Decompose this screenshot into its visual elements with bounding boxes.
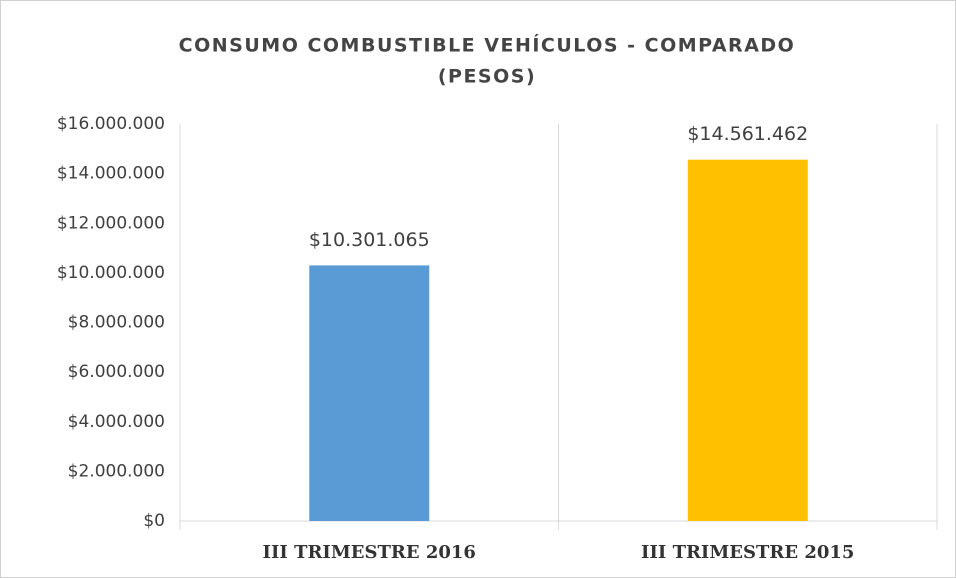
y-tick-label: $6.000.000 — [68, 362, 165, 382]
y-tick-label: $2.000.000 — [68, 461, 165, 481]
x-tick-label: III TRIMESTRE 2015 — [641, 542, 854, 563]
bar — [687, 159, 808, 521]
y-tick-label: $10.000.000 — [57, 263, 165, 283]
y-tick-label: $4.000.000 — [68, 412, 165, 432]
bar — [309, 265, 430, 521]
y-tick-label: $16.000.000 — [57, 114, 165, 134]
x-tick-label: III TRIMESTRE 2016 — [263, 542, 476, 563]
data-label: $14.561.462 — [687, 123, 808, 145]
data-label: $10.301.065 — [309, 229, 430, 251]
y-tick-label: $8.000.000 — [68, 313, 165, 333]
chart-title: (PESOS) — [438, 66, 536, 88]
y-tick-label: $0 — [143, 511, 165, 531]
y-tick-label: $14.000.000 — [57, 164, 165, 184]
y-tick-label: $12.000.000 — [57, 213, 165, 233]
chart-title: CONSUMO COMBUSTIBLE VEHÍCULOS - COMPARAD… — [179, 34, 796, 57]
